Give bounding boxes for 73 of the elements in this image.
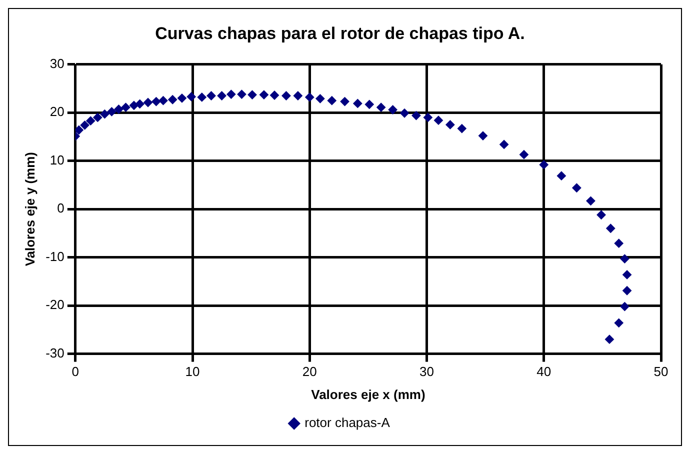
point xyxy=(100,110,110,119)
point xyxy=(282,91,291,100)
x-tick-label: 10 xyxy=(185,364,200,380)
x-tick-label: 40 xyxy=(536,364,552,380)
point xyxy=(412,111,421,120)
point xyxy=(446,120,455,130)
point xyxy=(129,100,138,110)
point xyxy=(114,104,124,114)
point xyxy=(572,183,582,192)
x-tick-label: 20 xyxy=(302,364,317,380)
x-tick-label: 0 xyxy=(72,364,80,380)
point xyxy=(539,160,548,170)
point xyxy=(177,94,186,103)
point xyxy=(340,97,350,106)
point xyxy=(144,98,153,108)
point xyxy=(400,108,410,118)
legend-label: rotor chapas-A xyxy=(304,415,390,430)
point xyxy=(152,97,161,106)
point xyxy=(186,92,196,102)
point xyxy=(500,140,509,149)
point xyxy=(434,116,443,125)
point xyxy=(620,254,630,264)
point xyxy=(614,318,624,328)
point xyxy=(620,302,630,312)
point xyxy=(217,91,226,100)
chart-title: Curvas chapas para el rotor de chapas tipo A. xyxy=(155,24,525,43)
point xyxy=(614,238,624,248)
point xyxy=(93,112,102,122)
point xyxy=(259,90,268,100)
point xyxy=(604,334,614,344)
point xyxy=(519,150,528,160)
point xyxy=(586,196,596,206)
point xyxy=(316,94,325,104)
x-tick-label: 30 xyxy=(420,364,434,380)
point xyxy=(364,100,374,109)
y-tick-label: 0 xyxy=(57,200,64,216)
point xyxy=(107,107,116,116)
y-tick-label: 20 xyxy=(50,104,64,120)
point xyxy=(596,210,606,220)
y-tick-label: 10 xyxy=(50,152,64,168)
point xyxy=(121,102,130,112)
point xyxy=(226,90,236,99)
x-axis-title: Valores eje x (mm) xyxy=(311,386,426,402)
y-tick-label: 30 xyxy=(50,56,64,71)
point xyxy=(556,171,566,180)
point xyxy=(293,91,302,100)
point xyxy=(388,105,398,114)
point xyxy=(197,92,206,102)
point xyxy=(237,90,246,99)
point xyxy=(168,95,178,104)
point xyxy=(622,286,632,296)
point xyxy=(622,270,632,280)
y-tick-label: -10 xyxy=(46,248,64,264)
point xyxy=(478,131,488,140)
point xyxy=(327,96,336,106)
point xyxy=(135,99,144,108)
point xyxy=(270,90,279,100)
x-tick-label: 50 xyxy=(654,364,668,380)
point xyxy=(305,92,314,102)
point xyxy=(423,112,432,122)
y-tick-label: -30 xyxy=(46,345,64,360)
point xyxy=(248,90,257,100)
point xyxy=(353,98,362,108)
point xyxy=(158,96,168,106)
point xyxy=(606,224,616,233)
point xyxy=(80,120,90,130)
y-axis-title: Valores eje y (mm) xyxy=(22,152,38,266)
point xyxy=(86,116,96,126)
point xyxy=(457,124,466,134)
point xyxy=(75,126,84,134)
point xyxy=(206,91,216,100)
y-tick-label: -20 xyxy=(46,297,64,312)
point xyxy=(376,102,386,112)
